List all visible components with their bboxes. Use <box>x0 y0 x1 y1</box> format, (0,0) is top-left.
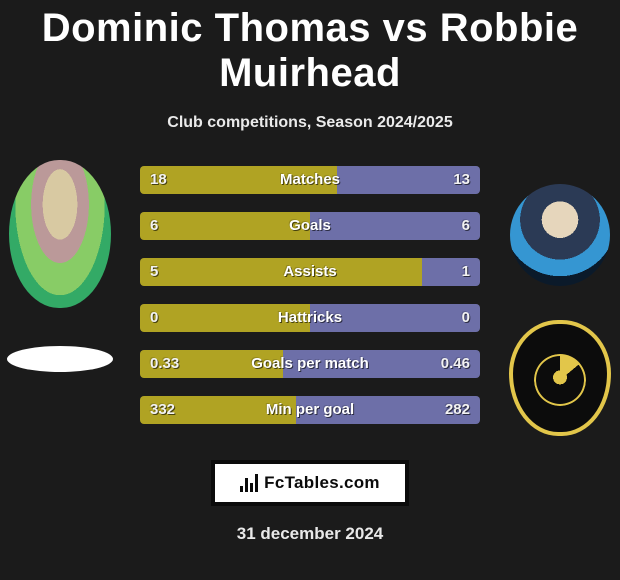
right-player-column <box>500 160 620 436</box>
stat-label: Min per goal <box>140 396 480 424</box>
stat-row: 51Assists <box>140 258 480 286</box>
comparison-content: 1813Matches 66Goals 51Assists 00Hattricks 0.… <box>0 160 620 450</box>
player-right-portrait <box>510 184 610 286</box>
subtitle: Club competitions, Season 2024/2025 <box>0 114 620 132</box>
branding-chart-icon <box>240 474 258 492</box>
stat-label: Assists <box>140 258 480 286</box>
branding-badge: FcTables.com <box>211 460 409 506</box>
stat-label: Goals <box>140 212 480 240</box>
stat-bars: 1813Matches 66Goals 51Assists 00Hattricks 0.… <box>140 166 480 442</box>
stat-label: Goals per match <box>140 350 480 378</box>
stat-row: 332282Min per goal <box>140 396 480 424</box>
player-left-club-badge <box>7 346 113 372</box>
stat-row: 66Goals <box>140 212 480 240</box>
footer-date: 31 december 2024 <box>0 524 620 544</box>
branding-text: FcTables.com <box>264 473 380 493</box>
stat-row: 1813Matches <box>140 166 480 194</box>
stat-label: Matches <box>140 166 480 194</box>
page-title: Dominic Thomas vs Robbie Muirhead <box>0 0 620 96</box>
stat-label: Hattricks <box>140 304 480 332</box>
stat-row: 0.330.46Goals per match <box>140 350 480 378</box>
stat-row: 00Hattricks <box>140 304 480 332</box>
left-player-column <box>0 160 120 372</box>
player-left-portrait <box>9 160 111 308</box>
player-right-club-badge <box>509 320 611 436</box>
